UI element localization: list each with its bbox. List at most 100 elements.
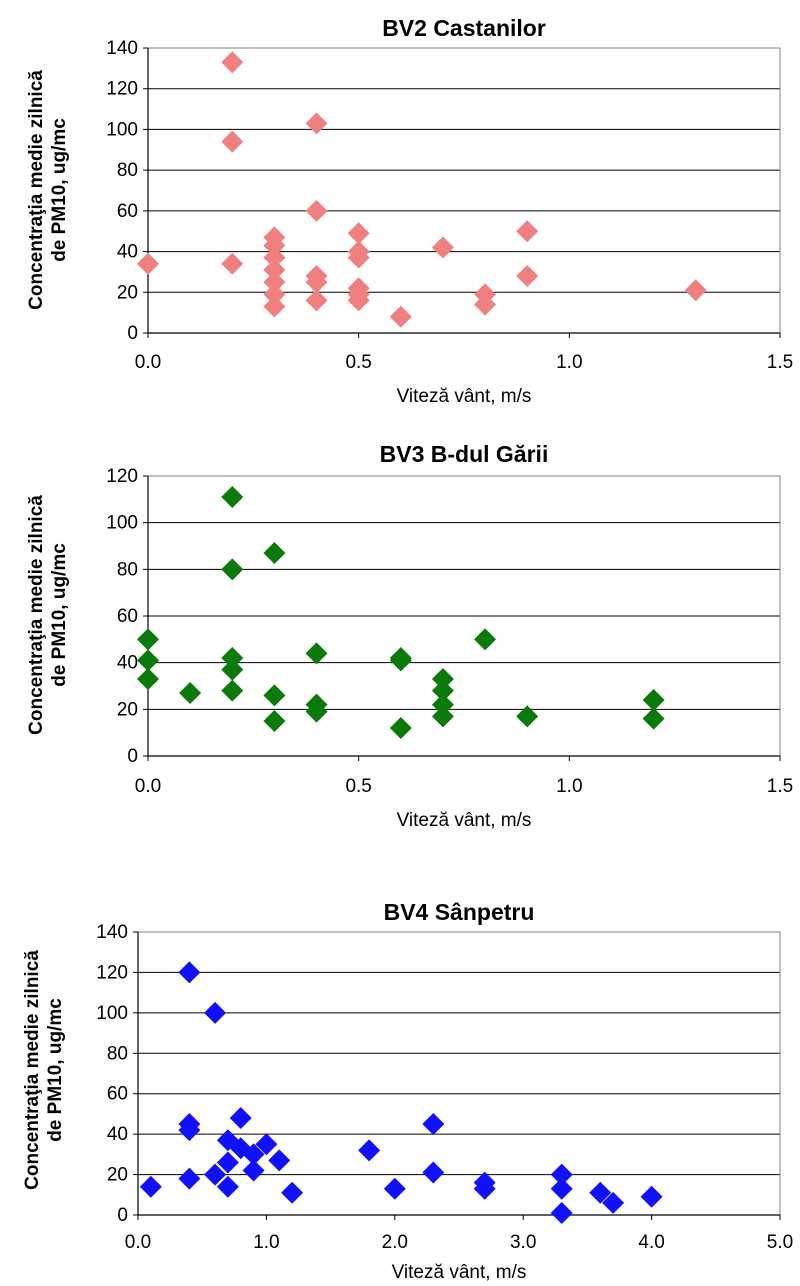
data-point (221, 558, 244, 581)
data-point (642, 689, 665, 711)
data-point (422, 1113, 445, 1136)
data-point (305, 289, 328, 312)
y-tick-label: 60 (117, 201, 138, 222)
data-point (389, 717, 412, 739)
data-point (305, 112, 328, 135)
data-point (263, 246, 286, 269)
data-point (516, 265, 539, 287)
data-point (221, 51, 244, 74)
data-point (255, 1133, 278, 1156)
data-point (347, 289, 370, 312)
x-tick-label: 4.0 (638, 1232, 664, 1253)
y-tick-label: 0 (127, 746, 138, 767)
y-tick-label: 120 (96, 962, 128, 983)
x-tick-label: 3.0 (510, 1232, 536, 1253)
data-point (550, 1177, 573, 1200)
data-point (178, 1119, 201, 1142)
scatter-chart-2: 0 20 40 60 80 100 120 0.0 0.5 1.0 1.5 BV3 B-dul Găr… (26, 441, 793, 831)
x-tick-label: 0.0 (135, 776, 161, 797)
data-point (204, 1163, 227, 1186)
data-point (139, 1175, 162, 1198)
plot-area-border (137, 931, 781, 1216)
data-point (684, 279, 707, 302)
data-point (474, 293, 497, 316)
data-point (347, 246, 370, 269)
x-tick-label: 1.5 (767, 352, 793, 373)
data-point (137, 252, 159, 275)
x-tick-label: 1.0 (253, 1232, 279, 1253)
data-point (431, 236, 454, 259)
data-point (229, 1106, 252, 1129)
data-point (550, 1201, 573, 1224)
data-point (516, 705, 539, 728)
data-point (263, 271, 286, 294)
data-point (216, 1151, 239, 1174)
data-point (178, 961, 201, 984)
data-point (473, 1177, 496, 1200)
x-tick-label: 1.0 (556, 776, 582, 797)
scatter-chart-3: 0 20 40 60 80 100 120 140 0.0 1.0 2.0 3.0 4.0 5.0 BV4 … (22, 899, 793, 1283)
data-point (242, 1159, 265, 1182)
data-point (221, 130, 244, 153)
y-tick-label: 20 (117, 699, 138, 720)
data-point (474, 628, 497, 651)
y-tick-label: 20 (107, 1165, 128, 1186)
data-point (383, 1177, 406, 1200)
y-tick-label: 80 (107, 1043, 128, 1064)
data-point (431, 693, 454, 716)
data-point (137, 668, 159, 690)
data-point (281, 1181, 304, 1204)
y-tick-label: 100 (106, 119, 138, 140)
data-point (179, 682, 202, 704)
data-point (263, 283, 286, 306)
data-point (178, 1167, 201, 1190)
data-point (263, 234, 286, 257)
y-axis-label: Concentraţia medie zilnică de PM10, ug/mc (26, 70, 70, 310)
data-point (640, 1185, 663, 1208)
data-point (347, 222, 370, 245)
data-point (263, 295, 286, 318)
data-point (216, 1175, 239, 1198)
x-axis-label: Viteză vânt, m/s (397, 810, 532, 831)
x-tick-label: 0.0 (125, 1232, 151, 1253)
y-tick-label: 60 (107, 1084, 128, 1105)
y-tick-label: 140 (106, 38, 138, 59)
y-tick-label: 120 (106, 79, 138, 100)
data-point (550, 1163, 573, 1186)
data-point (389, 305, 412, 328)
y-tick-label: 60 (117, 606, 138, 627)
data-point (268, 1149, 291, 1172)
data-point (221, 658, 244, 681)
y-tick-label: 140 (96, 922, 128, 943)
y-tick-label: 120 (106, 466, 138, 487)
data-point (422, 1161, 445, 1184)
chart-title: BV2 Castanilor (382, 15, 546, 41)
y-axis-label: Concentraţia medie zilnică de PM10, ug/mc (22, 950, 66, 1190)
x-axis-label: Viteză vânt, m/s (397, 386, 532, 407)
x-tick-label: 0.5 (345, 776, 371, 797)
data-point (305, 642, 328, 665)
data-point (221, 486, 244, 508)
data-point (137, 628, 159, 651)
data-point (305, 199, 328, 222)
data-point (305, 271, 328, 294)
x-tick-label: 1.5 (767, 776, 793, 797)
data-point (137, 649, 159, 672)
x-tick-label: 2.0 (382, 1232, 408, 1253)
scatter-chart-1: 0 20 40 60 80 100 120 140 0.0 0.5 1.0 1.5 BV2 Castan… (26, 15, 793, 407)
data-point (431, 705, 454, 728)
y-tick-label: 40 (117, 653, 138, 674)
y-tick-label: 40 (107, 1124, 128, 1145)
x-tick-label: 0.5 (345, 352, 371, 373)
data-point (389, 649, 412, 672)
x-tick-label: 1.0 (556, 352, 582, 373)
y-tick-label: 40 (117, 242, 138, 263)
data-point (263, 258, 286, 281)
data-point (263, 710, 286, 732)
data-point (242, 1143, 265, 1166)
data-point (221, 679, 244, 702)
data-point (204, 1001, 227, 1024)
y-tick-label: 0 (117, 1205, 128, 1226)
data-point (263, 542, 286, 564)
data-point (642, 707, 665, 730)
